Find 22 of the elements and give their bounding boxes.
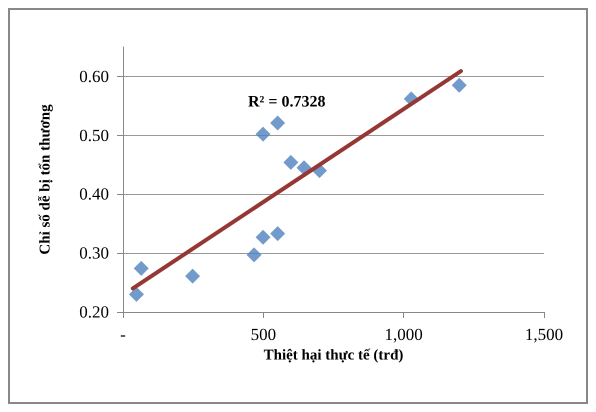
x-tick-label: 500 bbox=[250, 325, 276, 344]
y-tick-label: 0.50 bbox=[79, 126, 109, 145]
point bbox=[185, 268, 200, 284]
annotation: R² = 0.7328 bbox=[248, 94, 326, 110]
y-tick-label: 0.30 bbox=[79, 244, 109, 263]
point bbox=[256, 126, 271, 142]
x-tick-label: 1,000 bbox=[384, 325, 423, 344]
x-axis-title: Thiệt hại thực tế (trđ) bbox=[264, 348, 404, 364]
point bbox=[134, 260, 149, 276]
point bbox=[452, 78, 467, 93]
point bbox=[246, 247, 262, 262]
x-tick-label: 1,500 bbox=[524, 325, 564, 344]
point bbox=[256, 230, 271, 245]
y-tick-label: 0.60 bbox=[79, 66, 109, 86]
x-tick-label: - bbox=[120, 325, 126, 344]
y-tick-label: 0.40 bbox=[79, 184, 109, 204]
y-tick-label: 0.20 bbox=[79, 302, 109, 322]
point bbox=[283, 154, 298, 170]
point bbox=[270, 226, 286, 242]
point bbox=[270, 115, 286, 130]
y-axis-title: Chỉ số dễ bị tổn thương bbox=[38, 104, 54, 255]
point bbox=[128, 286, 144, 302]
